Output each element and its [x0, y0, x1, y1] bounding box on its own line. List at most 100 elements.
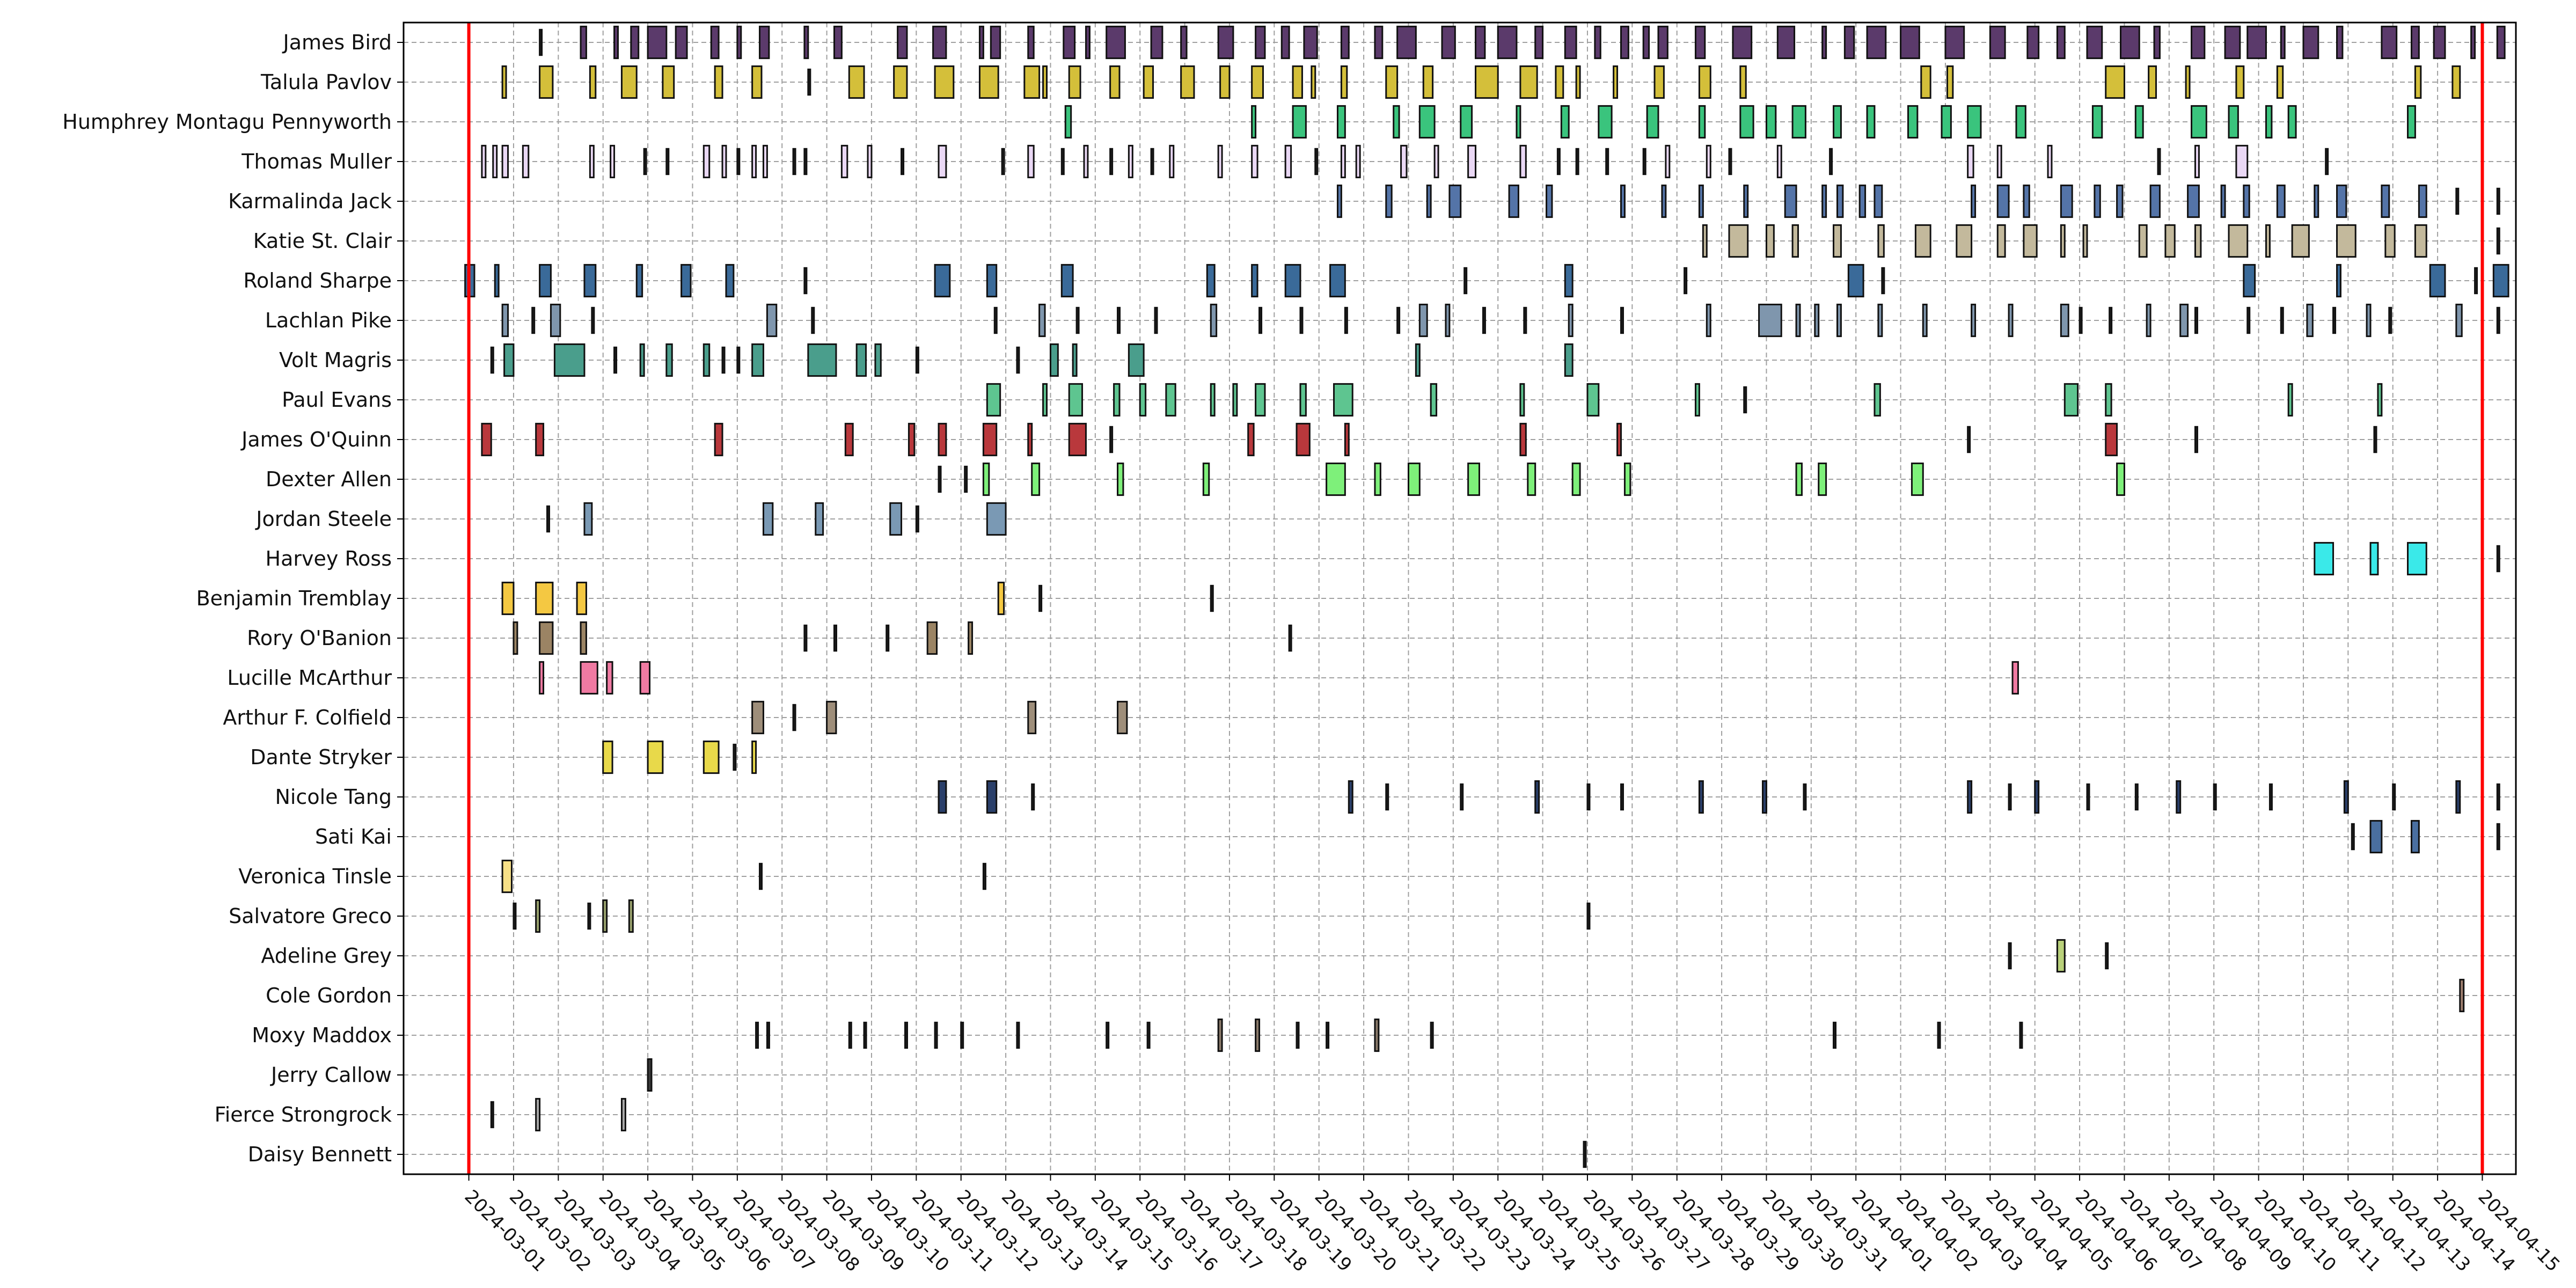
event-bar	[1605, 148, 1609, 175]
event-bar	[986, 780, 998, 814]
event-bar	[2276, 65, 2284, 99]
event-bar	[580, 25, 587, 60]
event-bar	[2079, 306, 2083, 334]
event-bar	[982, 422, 998, 457]
event-bar	[1765, 105, 1777, 139]
event-bar	[1396, 25, 1417, 60]
row-label: Rory O'Banion	[247, 626, 392, 650]
event-bar	[1560, 105, 1570, 139]
event-bar	[702, 740, 720, 774]
event-bar	[1743, 386, 1747, 414]
event-bar	[826, 700, 837, 735]
event-bar	[792, 704, 796, 731]
event-bar	[1519, 422, 1527, 457]
event-bar	[1508, 184, 1519, 218]
event-bar	[1776, 25, 1796, 60]
event-bar	[1385, 783, 1389, 811]
event-bar	[1907, 105, 1919, 139]
event-bar	[997, 581, 1005, 616]
event-bar	[1284, 144, 1292, 179]
event-bar	[501, 65, 507, 99]
event-bar	[1117, 700, 1128, 735]
event-bar	[1027, 144, 1035, 179]
event-bar	[1791, 105, 1806, 139]
event-bar	[1063, 25, 1076, 60]
event-bar	[1914, 224, 1931, 258]
event-bar	[1060, 148, 1065, 175]
event-bar	[1556, 148, 1561, 175]
row-label: Lachlan Pike	[265, 309, 392, 332]
row-label: Cole Gordon	[266, 984, 392, 1007]
event-bar	[613, 346, 618, 374]
event-bar	[1762, 780, 1767, 814]
event-bar	[751, 65, 763, 99]
event-bar	[2153, 25, 2161, 60]
event-bar	[833, 25, 843, 60]
event-bar	[1586, 783, 1591, 811]
event-bar	[2116, 462, 2125, 496]
event-bar	[1911, 462, 1924, 496]
event-bar	[766, 1021, 770, 1049]
event-bar	[1519, 144, 1527, 179]
event-bar	[2265, 224, 2271, 258]
event-bar	[1475, 65, 1499, 99]
event-bar	[1527, 462, 1536, 496]
event-bar	[2146, 303, 2151, 338]
event-bar	[620, 65, 638, 99]
event-bar	[986, 264, 998, 298]
event-bar	[539, 65, 554, 99]
event-bar	[2105, 422, 2118, 457]
event-bar	[915, 346, 919, 374]
event-bar	[1016, 346, 1020, 374]
event-bar	[932, 25, 947, 60]
event-bar	[1598, 105, 1613, 139]
event-bar	[1698, 780, 1704, 814]
event-bar	[2194, 426, 2198, 453]
event-bar	[848, 1021, 852, 1049]
event-bar	[522, 144, 530, 179]
event-bar	[531, 306, 536, 334]
event-bar	[1900, 25, 1920, 60]
event-bar	[1038, 303, 1046, 338]
event-bar	[1877, 224, 1885, 258]
event-bar	[915, 505, 919, 533]
event-bar	[1072, 343, 1078, 377]
event-bar	[721, 346, 726, 374]
event-bar	[755, 1021, 759, 1049]
event-bar	[2410, 25, 2420, 60]
grid-lines	[404, 23, 2516, 1174]
event-bar	[1418, 303, 1428, 338]
event-bar	[1426, 184, 1432, 218]
event-bar	[2496, 783, 2500, 811]
event-bar	[2191, 105, 2207, 139]
event-bar	[2302, 25, 2319, 60]
event-bar	[2280, 25, 2286, 60]
event-bar	[893, 65, 908, 99]
event-bar	[1258, 306, 1263, 334]
event-bar	[1698, 105, 1706, 139]
event-bar	[2105, 65, 2125, 99]
event-bar	[2287, 105, 2297, 139]
event-bar	[1523, 306, 1527, 334]
event-bar	[1210, 383, 1216, 417]
event-bar	[1661, 184, 1667, 218]
event-bar	[539, 621, 554, 655]
event-bar	[2496, 227, 2500, 255]
event-bar	[2235, 65, 2245, 99]
event-bar	[1202, 462, 1210, 496]
event-bar	[1292, 105, 1307, 139]
event-bar	[1620, 184, 1626, 218]
event-bar	[1344, 422, 1350, 457]
event-bar	[934, 1021, 938, 1049]
row-label: Adeline Grey	[261, 944, 392, 968]
event-bar	[628, 899, 634, 933]
event-bar	[1941, 105, 1952, 139]
event-bar	[2120, 25, 2140, 60]
event-bar	[580, 621, 587, 655]
event-bar	[1833, 1021, 1837, 1049]
event-bar	[1128, 343, 1145, 377]
event-bar	[1534, 780, 1540, 814]
event-bar	[2213, 783, 2217, 811]
row-label: Dexter Allen	[266, 467, 392, 491]
event-bar	[1068, 65, 1081, 99]
